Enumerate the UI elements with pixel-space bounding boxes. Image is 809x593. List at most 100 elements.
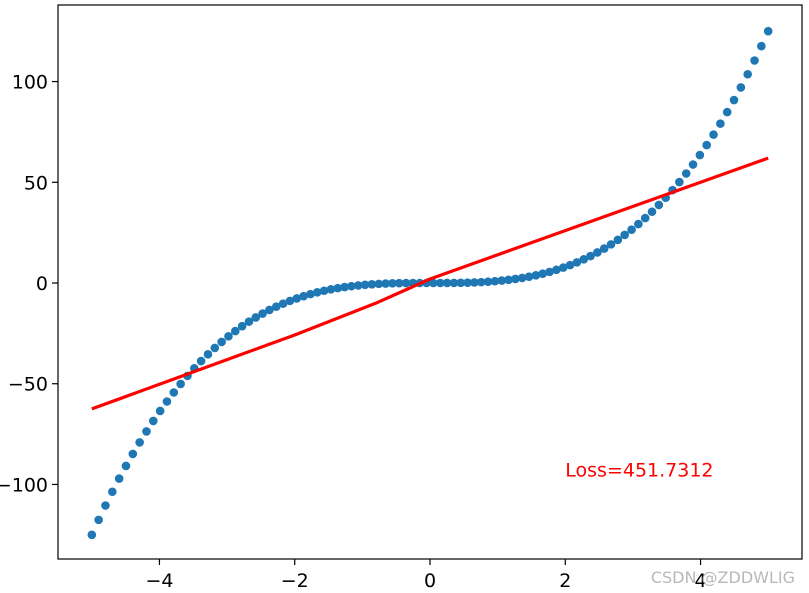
scatter-point xyxy=(442,278,452,288)
scatter-point xyxy=(627,225,636,235)
scatter-point xyxy=(545,267,554,277)
scatter-point xyxy=(114,474,124,483)
scatter-point xyxy=(517,273,527,283)
scatter-point xyxy=(394,278,404,288)
scatter-point xyxy=(675,177,684,187)
scatter-point xyxy=(169,388,179,397)
scatter-point xyxy=(476,277,486,287)
scatter-point xyxy=(572,258,582,267)
scatter-point xyxy=(620,230,630,240)
x-tick-label: −2 xyxy=(281,570,309,592)
scatter-point xyxy=(763,26,773,36)
scatter-point xyxy=(640,213,650,223)
scatter-point xyxy=(203,349,213,359)
x-tick-label: 4 xyxy=(694,570,706,592)
scatter-point xyxy=(340,282,349,292)
fit-line xyxy=(91,156,769,411)
scatter-point xyxy=(292,294,302,303)
scatter-point xyxy=(606,240,616,249)
scatter-point xyxy=(613,235,623,245)
annotation-layer: Loss=451.7312 xyxy=(565,459,713,481)
scatter-point xyxy=(162,397,172,406)
x-tick-label: 2 xyxy=(559,570,571,592)
scatter-point xyxy=(381,279,390,288)
scatter-point xyxy=(251,313,261,322)
scatter-point xyxy=(155,406,165,416)
scatter-point xyxy=(374,279,384,289)
scatter-point xyxy=(230,326,240,336)
scatter-point xyxy=(497,276,507,285)
scatter-point xyxy=(244,317,254,326)
scatter-point xyxy=(360,280,370,290)
scatter-point xyxy=(702,140,711,150)
scatter-point xyxy=(224,332,233,341)
scatter-point xyxy=(401,278,411,288)
scatter-point xyxy=(743,69,752,79)
scatter-point xyxy=(716,119,725,128)
scatter-point xyxy=(647,207,657,217)
loss-annotation: Loss=451.7312 xyxy=(565,459,713,481)
scatter-point xyxy=(531,270,541,280)
scatter-point xyxy=(511,274,520,284)
scatter-point xyxy=(94,515,103,525)
scatter-point xyxy=(87,530,97,540)
scatter-point xyxy=(736,83,746,92)
scatter-point xyxy=(483,277,493,287)
scatter-point xyxy=(319,286,329,296)
scatter-point xyxy=(121,461,131,471)
scatter-point xyxy=(579,255,589,264)
scatter-point xyxy=(750,56,759,65)
scatter-point xyxy=(388,279,397,288)
scatter-point xyxy=(565,260,575,270)
scatter-point xyxy=(312,288,322,297)
scatter-point xyxy=(128,449,138,459)
scatter-point xyxy=(108,487,117,497)
scatter-point xyxy=(599,244,609,253)
scatter-point xyxy=(456,278,466,288)
scatter-point xyxy=(306,289,315,299)
scatter-point xyxy=(709,130,718,139)
scatter-point xyxy=(504,275,513,285)
scatter-point xyxy=(237,321,247,331)
scatter-point xyxy=(681,169,691,178)
scatter-point xyxy=(757,41,766,51)
tick-layer: −4 −2 0 2 4 −100 −50 0 50 100 xyxy=(0,72,707,592)
scatter-point xyxy=(353,281,363,290)
x-tick-label: −4 xyxy=(145,570,173,592)
scatter-point xyxy=(695,150,705,160)
scatter-point xyxy=(552,265,561,275)
scatter-point xyxy=(210,343,220,353)
scatter-point xyxy=(586,251,595,261)
scatter-point xyxy=(593,248,602,257)
y-tick-label: 50 xyxy=(24,172,48,194)
scatter-point xyxy=(101,501,110,510)
y-tick-label: −100 xyxy=(0,474,48,496)
scatter-point xyxy=(524,272,534,281)
scatter-point xyxy=(142,427,151,436)
scatter-point xyxy=(654,200,664,210)
scatter-point xyxy=(429,278,438,288)
watermark-text: CSDN @ZDDWLIG xyxy=(651,568,795,587)
scatter-point xyxy=(196,356,206,366)
scatter-point xyxy=(271,302,281,311)
scatter-point xyxy=(490,276,500,286)
scatter-point xyxy=(326,285,336,294)
scatter-point xyxy=(347,281,356,291)
scatter-point xyxy=(688,160,698,169)
scatter-point xyxy=(558,263,568,272)
scatter-point xyxy=(435,278,445,288)
scatter-point xyxy=(176,379,185,389)
scatter-point xyxy=(463,278,472,287)
scatter-point xyxy=(470,278,479,287)
scatter-point xyxy=(217,337,226,347)
scatter-point xyxy=(299,291,308,301)
scatter-point xyxy=(149,416,158,426)
scatter-point xyxy=(538,269,548,278)
plot-area xyxy=(87,26,773,540)
scatter-point xyxy=(265,305,274,315)
scatter-point xyxy=(367,279,377,289)
scatter-point xyxy=(258,309,267,318)
y-tick-label: −50 xyxy=(8,374,48,396)
x-tick-label: 0 xyxy=(424,570,436,592)
